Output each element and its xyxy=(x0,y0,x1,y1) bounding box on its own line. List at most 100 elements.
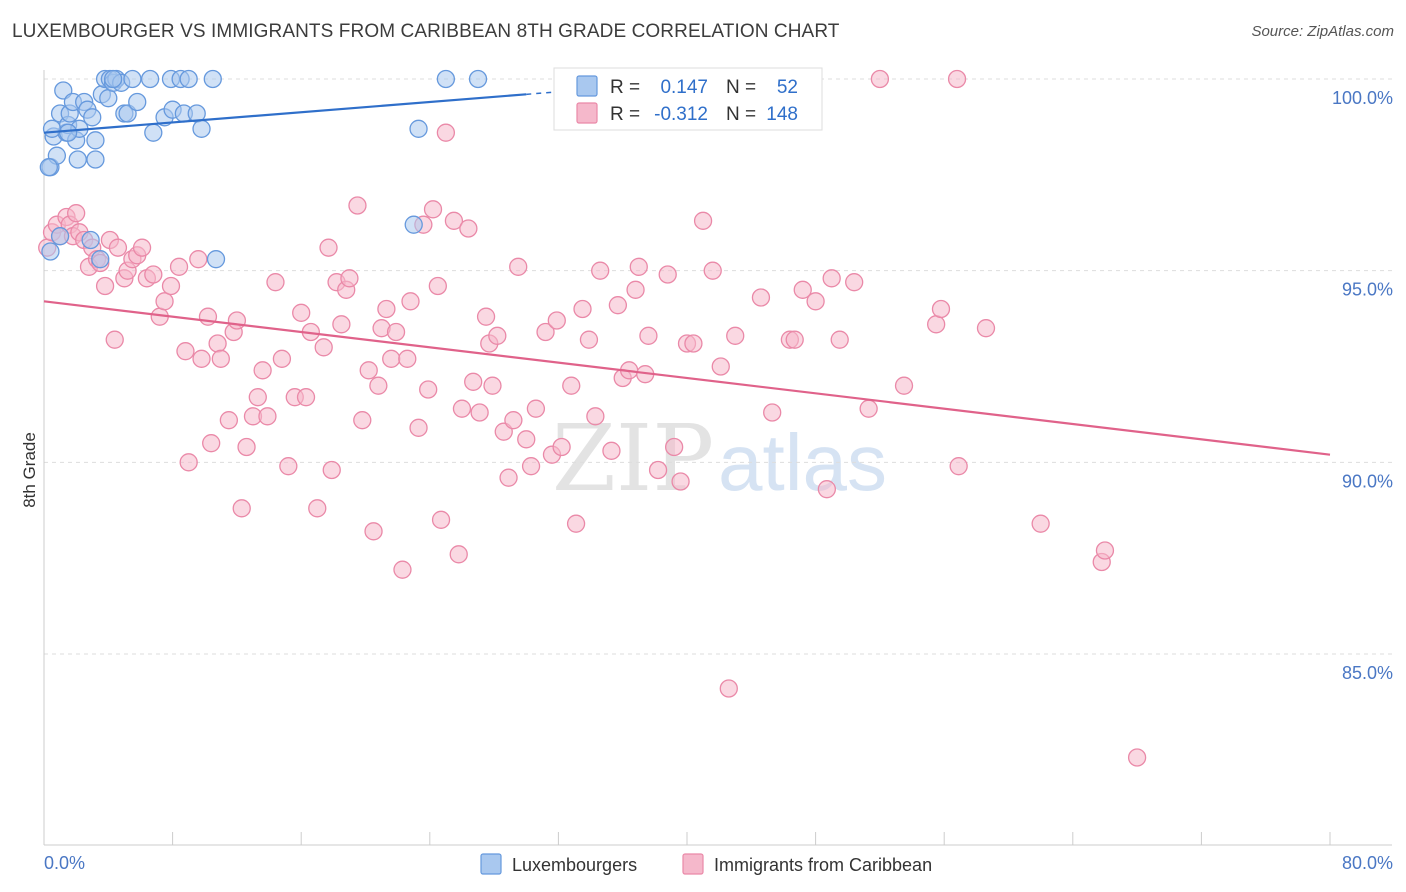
point-immigrants-caribbean xyxy=(509,257,528,276)
point-luxembourgers xyxy=(128,92,147,112)
stats-legend: R = 0.147 N = 52 R = -0.312 N = 148 xyxy=(553,67,823,131)
point-luxembourgers xyxy=(42,119,62,138)
point-immigrants-caribbean xyxy=(409,418,428,437)
point-luxembourgers xyxy=(123,69,142,89)
point-immigrants-caribbean xyxy=(176,342,195,361)
point-luxembourgers xyxy=(206,250,226,269)
point-immigrants-caribbean xyxy=(272,349,292,368)
source-credit: Source: ZipAtlas.com xyxy=(1251,23,1394,40)
point-immigrants-caribbean xyxy=(95,276,115,296)
point-immigrants-caribbean xyxy=(253,361,272,380)
point-luxembourgers xyxy=(91,250,110,269)
stats-n-value-pink: 148 xyxy=(766,104,798,125)
point-immigrants-caribbean xyxy=(817,480,837,499)
stats-n-label-pink: N = xyxy=(726,104,756,125)
point-immigrants-caribbean xyxy=(562,376,581,395)
point-luxembourgers xyxy=(179,69,198,89)
point-immigrants-caribbean xyxy=(232,499,251,518)
point-immigrants-caribbean xyxy=(161,276,181,296)
point-immigrants-caribbean xyxy=(579,330,599,349)
point-immigrants-caribbean xyxy=(845,273,864,292)
point-immigrants-caribbean xyxy=(332,315,351,334)
point-immigrants-caribbean xyxy=(364,522,383,541)
point-immigrants-caribbean xyxy=(591,261,610,280)
point-luxembourgers xyxy=(41,242,60,261)
point-immigrants-caribbean xyxy=(648,460,668,480)
point-luxembourgers xyxy=(140,69,160,89)
bottom-legend: Luxembourgers Immigrants from Caribbean xyxy=(480,853,932,875)
point-immigrants-caribbean xyxy=(1095,541,1115,560)
point-immigrants-caribbean xyxy=(639,326,658,345)
point-luxembourgers xyxy=(81,230,100,250)
trend-line-immigrants-caribbean xyxy=(43,300,1331,456)
point-immigrants-caribbean xyxy=(169,257,189,276)
point-immigrants-caribbean xyxy=(452,399,472,418)
point-immigrants-caribbean xyxy=(703,261,722,280)
point-immigrants-caribbean xyxy=(322,460,341,480)
point-immigrants-caribbean xyxy=(526,399,546,418)
point-luxembourgers xyxy=(86,150,105,169)
point-immigrants-caribbean xyxy=(314,338,333,357)
point-immigrants-caribbean xyxy=(763,403,782,422)
point-immigrants-caribbean xyxy=(693,211,713,230)
point-immigrants-caribbean xyxy=(547,311,566,330)
point-immigrants-caribbean xyxy=(859,399,878,418)
point-luxembourgers xyxy=(68,150,87,169)
point-luxembourgers xyxy=(86,131,105,150)
point-immigrants-caribbean xyxy=(202,434,221,453)
point-immigrants-caribbean xyxy=(353,411,372,430)
stats-r-label-pink: R = xyxy=(610,104,640,125)
stats-r-value-pink: -0.312 xyxy=(654,104,708,125)
point-immigrants-caribbean xyxy=(108,238,128,257)
point-immigrants-caribbean xyxy=(105,330,124,349)
point-immigrants-caribbean xyxy=(227,311,247,330)
point-immigrants-caribbean xyxy=(189,250,208,269)
y-gridlines: 85.0% 90.0% 95.0% 100.0% xyxy=(44,78,1393,683)
point-immigrants-caribbean xyxy=(428,276,447,296)
point-immigrants-caribbean xyxy=(211,349,230,368)
point-immigrants-caribbean xyxy=(785,330,804,349)
point-immigrants-caribbean xyxy=(602,441,621,460)
watermark-atlas: atlas xyxy=(718,418,887,507)
point-immigrants-caribbean xyxy=(573,299,592,319)
point-immigrants-caribbean xyxy=(369,376,388,395)
point-immigrants-caribbean xyxy=(436,123,456,142)
point-immigrants-caribbean xyxy=(949,457,968,476)
point-immigrants-caribbean xyxy=(319,238,338,257)
point-immigrants-caribbean xyxy=(459,219,478,238)
point-immigrants-caribbean xyxy=(626,280,645,299)
point-immigrants-caribbean xyxy=(279,457,298,476)
point-immigrants-caribbean xyxy=(219,411,239,430)
point-immigrants-caribbean xyxy=(483,376,502,395)
watermark-zip: ZIP xyxy=(552,405,714,512)
point-immigrants-caribbean xyxy=(894,376,914,395)
point-immigrants-caribbean xyxy=(931,299,951,319)
point-luxembourgers xyxy=(468,69,488,89)
x-ticks xyxy=(43,832,1331,845)
point-immigrants-caribbean xyxy=(1127,748,1147,767)
point-luxembourgers xyxy=(58,123,78,142)
point-immigrants-caribbean xyxy=(629,257,648,276)
point-immigrants-caribbean xyxy=(393,560,412,579)
point-immigrants-caribbean xyxy=(449,545,468,564)
point-immigrants-caribbean xyxy=(751,288,771,307)
y-tick-label: 90.0% xyxy=(1342,471,1393,491)
point-immigrants-caribbean xyxy=(423,200,443,219)
point-immigrants-caribbean xyxy=(132,238,152,257)
watermark: ZIP atlas xyxy=(552,405,887,512)
stats-legend-swatch-pink xyxy=(576,102,598,124)
point-immigrants-caribbean xyxy=(1031,514,1050,533)
point-immigrants-caribbean xyxy=(266,273,285,292)
point-immigrants-caribbean xyxy=(398,349,417,368)
point-immigrants-caribbean xyxy=(488,326,507,345)
point-immigrants-caribbean xyxy=(155,292,174,311)
point-immigrants-caribbean xyxy=(658,265,677,284)
point-luxembourgers xyxy=(192,119,211,138)
point-immigrants-caribbean xyxy=(258,407,277,426)
legend-swatch-immigrants-caribbean xyxy=(682,853,704,875)
point-luxembourgers xyxy=(436,69,456,89)
legend-swatch-luxembourgers xyxy=(480,853,502,875)
point-immigrants-caribbean xyxy=(719,679,738,698)
y-tick-label: 85.0% xyxy=(1342,663,1393,683)
point-immigrants-caribbean xyxy=(470,403,489,422)
